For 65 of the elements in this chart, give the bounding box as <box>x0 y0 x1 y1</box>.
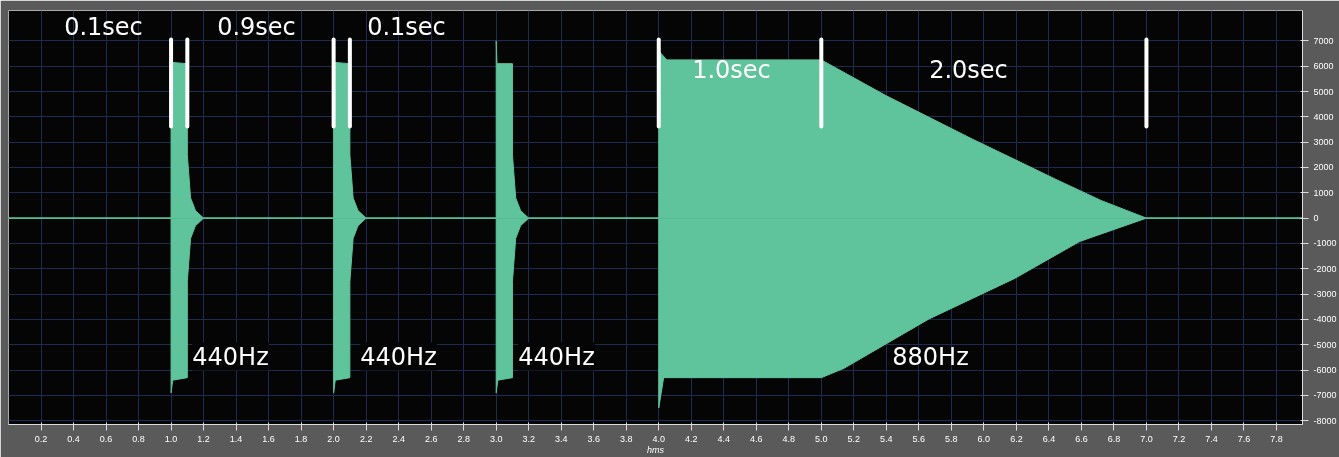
annotation: 880Hz <box>892 342 969 371</box>
y-tick-label: 6000 <box>1313 61 1334 72</box>
y-tick-label: -4000 <box>1313 314 1337 325</box>
y-tick-label: 4000 <box>1313 111 1334 122</box>
annotation: 2.0sec <box>929 55 1008 84</box>
x-tick-label: 1.6 <box>262 433 275 444</box>
x-tick-label: 2.4 <box>392 433 405 444</box>
x-axis-title: hms <box>647 444 665 455</box>
x-tick-label: 5.4 <box>880 433 893 444</box>
x-tick-label: 3.8 <box>619 433 633 444</box>
x-tick-label: 0.6 <box>99 433 113 444</box>
x-tick-label: 7.0 <box>1140 433 1153 444</box>
y-tick-label: 1000 <box>1313 187 1334 198</box>
x-tick-label: 5.6 <box>912 433 926 444</box>
annotation: 1.0sec <box>692 55 771 84</box>
x-tick-label: 6.4 <box>1042 433 1056 444</box>
annotation: 0.1sec <box>367 12 446 41</box>
y-tick-label: -8000 <box>1313 415 1337 426</box>
y-tick-label: 3000 <box>1313 137 1334 148</box>
annotation: 0.1sec <box>64 12 143 41</box>
x-tick-label: 3.4 <box>554 433 568 444</box>
x-tick-label: 3.0 <box>489 433 503 444</box>
x-tick-label: 6.0 <box>977 433 991 444</box>
x-tick-label: 5.0 <box>815 433 828 444</box>
x-tick-label: 4.8 <box>782 433 796 444</box>
annotation: 440Hz <box>360 342 437 371</box>
x-tick-label: 4.6 <box>750 433 763 444</box>
y-tick-label: -5000 <box>1313 339 1337 350</box>
x-tick-label: 0.8 <box>132 433 145 444</box>
x-tick-label: 2.6 <box>424 433 438 444</box>
x-tick-label: 1.8 <box>294 433 308 444</box>
x-tick-label: 7.8 <box>1270 433 1283 444</box>
x-tick-label: 2.0 <box>327 433 340 444</box>
annotation: 440Hz <box>518 342 595 371</box>
y-tick-label: 5000 <box>1313 86 1334 97</box>
x-tick-label: 6.6 <box>1075 433 1088 444</box>
x-tick-label: 6.2 <box>1010 433 1023 444</box>
x-tick-label: 3.2 <box>522 433 535 444</box>
x-tick-label: 6.8 <box>1107 433 1121 444</box>
x-tick-label: 2.8 <box>457 433 470 444</box>
x-tick-label: 1.0 <box>164 433 178 444</box>
x-tick-label: 4.2 <box>685 433 698 444</box>
x-tick-label: 1.4 <box>229 433 243 444</box>
annotation: 0.9sec <box>217 12 296 41</box>
y-tick-label: -1000 <box>1313 238 1337 249</box>
annotation: 440Hz <box>192 342 269 371</box>
y-tick-label: 0 <box>1313 213 1319 224</box>
x-tick-label: 0.2 <box>34 433 48 444</box>
x-tick-label: 0.4 <box>67 433 80 444</box>
x-tick-label: 1.2 <box>197 433 210 444</box>
y-tick-label: -3000 <box>1313 289 1337 300</box>
y-tick-label: -2000 <box>1313 263 1337 274</box>
x-tick-label: 3.6 <box>587 433 600 444</box>
y-tick-label: -6000 <box>1313 365 1337 376</box>
x-tick-label: 5.2 <box>847 433 861 444</box>
y-tick-label: 2000 <box>1313 162 1334 173</box>
x-tick-label: 7.6 <box>1237 433 1251 444</box>
y-tick-label: -7000 <box>1313 390 1337 401</box>
x-tick-label: 2.2 <box>359 433 373 444</box>
x-tick-label: 4.4 <box>717 433 731 444</box>
y-tick-label: 7000 <box>1313 35 1334 46</box>
x-tick-label: 4.0 <box>652 433 666 444</box>
x-tick-label: 7.2 <box>1172 433 1186 444</box>
x-tick-label: 7.4 <box>1205 433 1218 444</box>
x-tick-label: 5.8 <box>945 433 958 444</box>
